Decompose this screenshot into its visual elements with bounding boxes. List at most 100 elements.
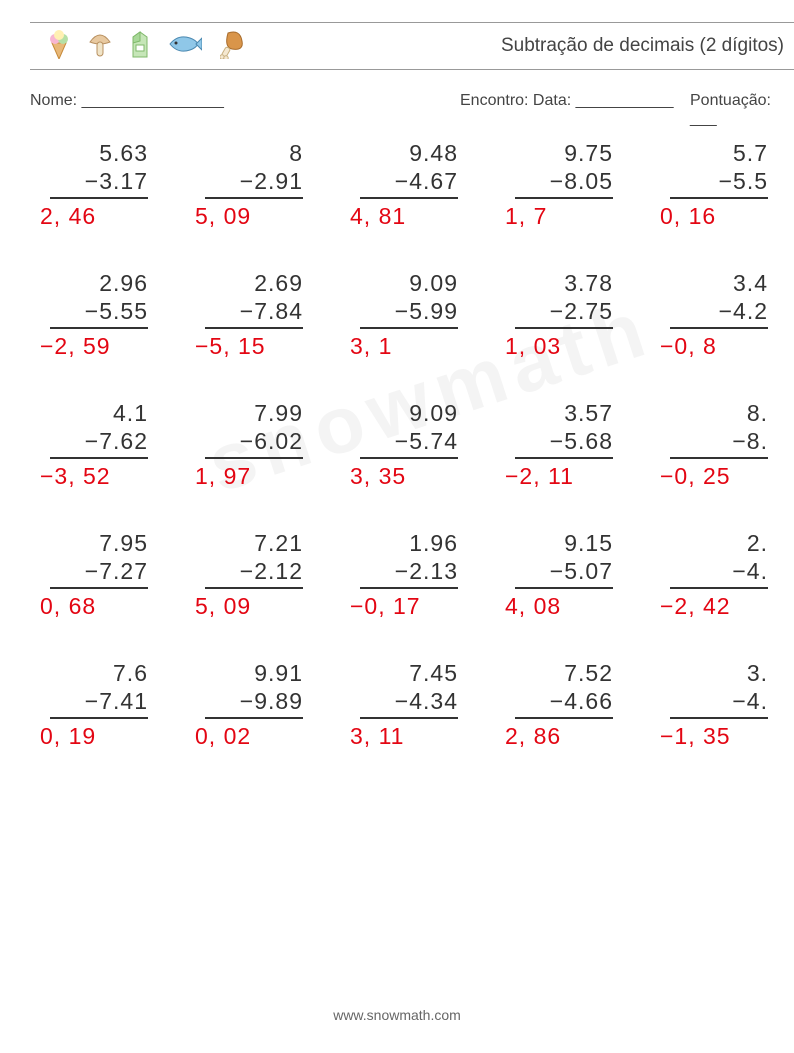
problem-cell: 2.−4.−2, 42 [670, 530, 794, 660]
minuend: 4.1 [113, 400, 148, 428]
answer: 2, 46 [40, 203, 205, 230]
answer: 1, 7 [505, 203, 670, 230]
answer: −3, 52 [40, 463, 205, 490]
minuend: 8 [289, 140, 303, 168]
problem-stack: 7.21−2.12 [205, 530, 303, 589]
problem-cell: 7.21−2.125, 09 [205, 530, 360, 660]
problem-stack: 1.96−2.13 [360, 530, 458, 589]
problem-cell: 8.−8.−0, 25 [670, 400, 794, 530]
subtrahend: −7.62 [50, 428, 148, 460]
subtrahend: −5.07 [515, 558, 613, 590]
milk-icon [130, 29, 150, 64]
problem-cell: 1.96−2.13−0, 17 [360, 530, 515, 660]
subtrahend: −9.89 [205, 688, 303, 720]
answer: 2, 86 [505, 723, 670, 750]
minuend: 3.57 [564, 400, 613, 428]
date-field-label: Encontro: Data: ___________ [460, 92, 674, 110]
minuend: 7.95 [99, 530, 148, 558]
minuend: 7.21 [254, 530, 303, 558]
minuend: 7.6 [113, 660, 148, 688]
minuend: 7.45 [409, 660, 458, 688]
problem-stack: 2.96−5.55 [50, 270, 148, 329]
minuend: 7.52 [564, 660, 613, 688]
subtrahend: −4.34 [360, 688, 458, 720]
subtrahend: −8.05 [515, 168, 613, 200]
answer: 4, 08 [505, 593, 670, 620]
minuend: 1.96 [409, 530, 458, 558]
subtrahend: −6.02 [205, 428, 303, 460]
problem-stack: 9.09−5.74 [360, 400, 458, 459]
problems-grid: 5.63−3.172, 468−2.915, 099.48−4.674, 819… [50, 140, 794, 790]
minuend: 5.7 [733, 140, 768, 168]
problem-cell: 9.75−8.051, 7 [515, 140, 670, 270]
problem-stack: 9.91−9.89 [205, 660, 303, 719]
subtrahend: −5.74 [360, 428, 458, 460]
answer: −2, 42 [660, 593, 794, 620]
problem-cell: 2.96−5.55−2, 59 [50, 270, 205, 400]
score-field-label: Pontuação: ___ [690, 92, 794, 128]
subtrahend: −2.91 [205, 168, 303, 200]
problem-cell: 7.99−6.021, 97 [205, 400, 360, 530]
answer: −5, 15 [195, 333, 360, 360]
problem-cell: 9.15−5.074, 08 [515, 530, 670, 660]
name-field-label: Nome: ________________ [30, 92, 224, 110]
subtrahend: −7.41 [50, 688, 148, 720]
problem-stack: 8−2.91 [205, 140, 303, 199]
minuend: 9.09 [409, 400, 458, 428]
answer: 3, 35 [350, 463, 515, 490]
drumstick-icon [220, 29, 246, 64]
fish-icon [168, 34, 202, 59]
subtrahend: −4. [670, 688, 768, 720]
minuend: 9.09 [409, 270, 458, 298]
mushroom-icon [88, 30, 112, 63]
minuend: 2.96 [99, 270, 148, 298]
problem-stack: 7.45−4.34 [360, 660, 458, 719]
problem-stack: 7.6−7.41 [50, 660, 148, 719]
problem-stack: 2.−4. [670, 530, 768, 589]
minuend: 9.15 [564, 530, 613, 558]
minuend: 5.63 [99, 140, 148, 168]
problem-stack: 5.7−5.5 [670, 140, 768, 199]
subtrahend: −4.67 [360, 168, 458, 200]
problem-stack: 3.−4. [670, 660, 768, 719]
answer: 0, 68 [40, 593, 205, 620]
subtrahend: −5.99 [360, 298, 458, 330]
subtrahend: −5.68 [515, 428, 613, 460]
answer: 5, 09 [195, 203, 360, 230]
problem-cell: 7.52−4.662, 86 [515, 660, 670, 790]
subtrahend: −5.5 [670, 168, 768, 200]
answer: −2, 59 [40, 333, 205, 360]
problem-cell: 9.91−9.890, 02 [205, 660, 360, 790]
problem-stack: 7.52−4.66 [515, 660, 613, 719]
answer: −0, 8 [660, 333, 794, 360]
problem-cell: 2.69−7.84−5, 15 [205, 270, 360, 400]
problem-cell: 5.63−3.172, 46 [50, 140, 205, 270]
problem-stack: 9.48−4.67 [360, 140, 458, 199]
worksheet-title: Subtração de decimais (2 dígitos) [501, 35, 784, 57]
problem-cell: 5.7−5.50, 16 [670, 140, 794, 270]
answer: −2, 11 [505, 463, 670, 490]
answer: 3, 11 [350, 723, 515, 750]
minuend: 3.78 [564, 270, 613, 298]
subtrahend: −2.12 [205, 558, 303, 590]
subtrahend: −8. [670, 428, 768, 460]
subtrahend: −4.2 [670, 298, 768, 330]
problem-cell: 9.48−4.674, 81 [360, 140, 515, 270]
problem-cell: 7.95−7.270, 68 [50, 530, 205, 660]
minuend: 7.99 [254, 400, 303, 428]
answer: 1, 97 [195, 463, 360, 490]
answer: −0, 17 [350, 593, 515, 620]
problem-cell: 8−2.915, 09 [205, 140, 360, 270]
answer: 1, 03 [505, 333, 670, 360]
problem-cell: 7.45−4.343, 11 [360, 660, 515, 790]
problem-stack: 5.63−3.17 [50, 140, 148, 199]
answer: −1, 35 [660, 723, 794, 750]
answer: 5, 09 [195, 593, 360, 620]
problem-cell: 3.57−5.68−2, 11 [515, 400, 670, 530]
minuend: 8. [747, 400, 768, 428]
problem-stack: 9.75−8.05 [515, 140, 613, 199]
problem-stack: 9.09−5.99 [360, 270, 458, 329]
problem-cell: 3.78−2.751, 03 [515, 270, 670, 400]
problem-cell: 7.6−7.410, 19 [50, 660, 205, 790]
problem-stack: 7.95−7.27 [50, 530, 148, 589]
